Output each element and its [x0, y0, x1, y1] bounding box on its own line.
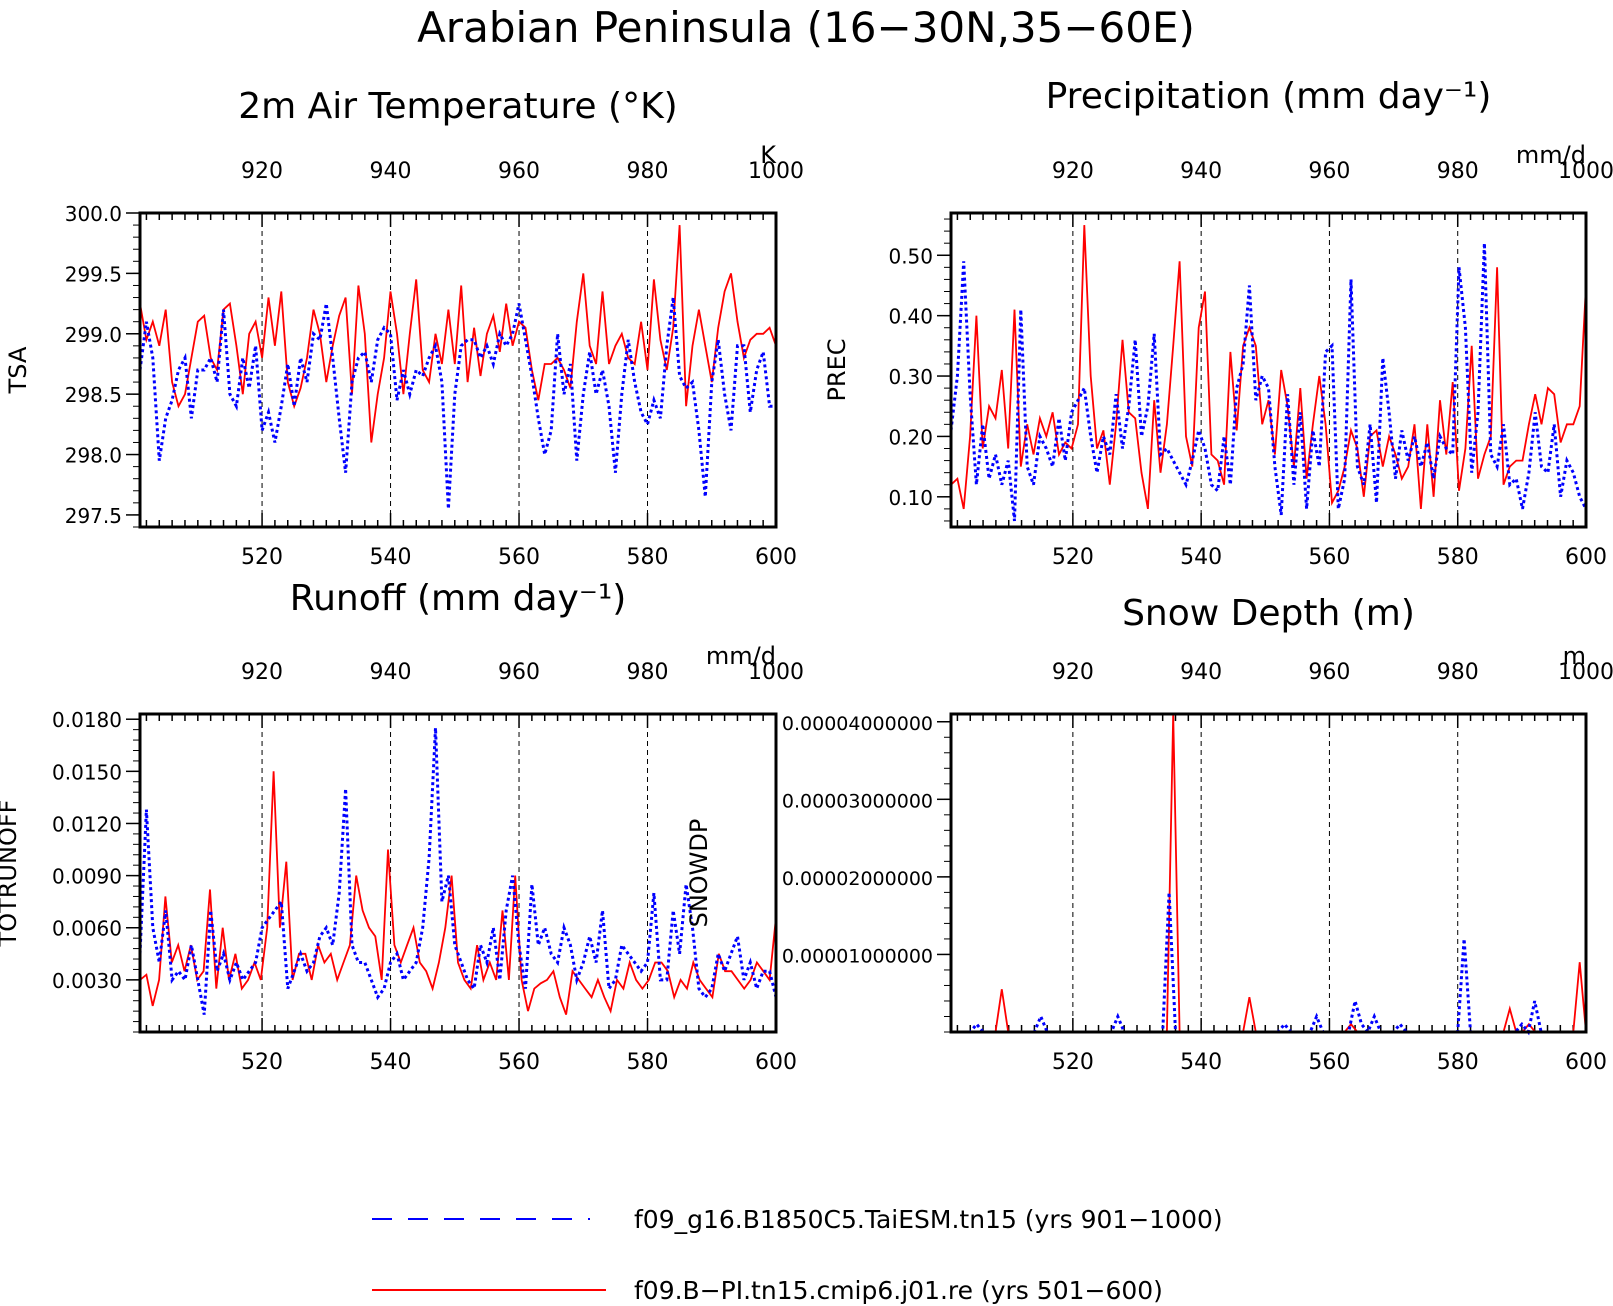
y-tick-label: 0.00001000000	[782, 945, 933, 967]
legend: f09_g16.B1850C5.TaiESM.tn15 (yrs 901−100…	[372, 1205, 1223, 1305]
chart-panels: 2m Air Temperature (°K) TSA K 520 540 560 580 6…	[0, 76, 1613, 1075]
x-tick-label-bottom: 520	[241, 545, 283, 570]
x-tick-label-top: 1000	[1558, 159, 1613, 184]
panel-title: 2m Air Temperature (°K)	[238, 86, 677, 127]
x-tick-label-bottom: 560	[1308, 1050, 1350, 1075]
x-tick-label-top: 940	[370, 660, 412, 685]
y-tick-label: 297.5	[65, 504, 122, 528]
x-tick-label-top: 980	[1437, 660, 1479, 685]
x-tick-label-bottom: 560	[498, 545, 540, 570]
series-line-red	[139, 771, 777, 1015]
x-tick-label-bottom: 540	[1180, 545, 1222, 570]
y-tick-label: 0.00004000000	[782, 713, 933, 735]
y-axis-label: SNOWDP	[685, 819, 713, 928]
series-line-red	[950, 225, 1587, 510]
x-tick-label-bottom: 580	[627, 545, 669, 570]
x-tick-label-bottom: 600	[1565, 1050, 1607, 1075]
x-tick-label-bottom: 580	[1437, 545, 1479, 570]
x-tick-label-bottom: 560	[498, 1050, 540, 1075]
y-tick-label: 0.00002000000	[782, 868, 933, 890]
y-tick-label: 0.40	[888, 305, 933, 329]
series-line-red	[139, 225, 777, 443]
y-tick-label: 0.0030	[52, 969, 122, 993]
x-tick-label-top: 920	[1052, 159, 1094, 184]
unit-label: K	[760, 141, 777, 169]
x-tick-label-top: 1000	[748, 660, 804, 685]
x-tick-label-bottom: 580	[627, 1050, 669, 1075]
y-tick-label: 0.0150	[52, 760, 122, 784]
series-line-blue	[949, 243, 1588, 522]
plot-frame	[138, 712, 778, 1034]
x-tick-label-bottom: 580	[1437, 1050, 1479, 1075]
x-tick-label-bottom: 600	[755, 545, 797, 570]
y-tick-label: 0.10	[888, 486, 933, 510]
panel-totrunoff: Runoff (mm day⁻¹) TOTRUNOFF mm/d 520 540 560 5…	[0, 578, 804, 1075]
x-tick-label-top: 920	[241, 660, 283, 685]
x-tick-label-bottom: 540	[370, 545, 412, 570]
x-tick-label-bottom: 600	[1565, 545, 1607, 570]
plot-frame	[949, 211, 1588, 529]
y-tick-label: 298.0	[65, 444, 122, 468]
x-tick-label-top: 1000	[748, 159, 804, 184]
series-line-blue	[138, 297, 776, 509]
y-tick-label: 298.5	[65, 383, 122, 407]
y-tick-label: 0.30	[888, 365, 933, 389]
x-tick-label-bottom: 600	[755, 1050, 797, 1075]
x-tick-label-top: 940	[370, 159, 412, 184]
x-tick-label-top: 940	[1180, 660, 1222, 685]
x-tick-label-top: 980	[627, 660, 669, 685]
panel-snowdp: Snow Depth (m) SNOWDP m 520 540 560 580 600 920 9…	[685, 593, 1613, 1075]
series-line-blue	[138, 727, 778, 1015]
unit-label: mm/d	[1516, 141, 1586, 169]
legend-label-red: f09.B−PI.tn15.cmip6.j01.re (yrs 501−600)	[634, 1276, 1163, 1305]
legend-label-blue: f09_g16.B1850C5.TaiESM.tn15 (yrs 901−100…	[634, 1205, 1223, 1234]
x-tick-label-top: 960	[498, 660, 540, 685]
figure-title: Arabian Peninsula (16−30N,35−60E)	[417, 3, 1195, 52]
x-tick-label-bottom: 520	[241, 1050, 283, 1075]
panel-title: Runoff (mm day⁻¹)	[290, 578, 627, 619]
y-tick-label: 0.0180	[52, 708, 122, 732]
x-tick-label-bottom: 520	[1052, 1050, 1094, 1075]
y-tick-label: 0.0120	[52, 812, 122, 836]
x-tick-label-bottom: 520	[1052, 545, 1094, 570]
x-tick-label-top: 960	[1308, 159, 1350, 184]
panel-prec: Precipitation (mm day⁻¹) PREC mm/d 520 540 56…	[823, 76, 1613, 570]
x-tick-label-top: 1000	[1558, 660, 1613, 685]
x-tick-label-top: 960	[1308, 660, 1350, 685]
y-tick-label: 0.0060	[52, 917, 122, 941]
x-tick-label-top: 980	[1437, 159, 1479, 184]
x-tick-label-top: 940	[1180, 159, 1222, 184]
y-tick-label: 0.0090	[52, 865, 122, 889]
x-tick-label-bottom: 540	[370, 1050, 412, 1075]
panel-title: Precipitation (mm day⁻¹)	[1046, 76, 1492, 117]
series-line-red	[951, 713, 1587, 1033]
x-tick-label-bottom: 560	[1308, 545, 1350, 570]
series-line-blue	[951, 892, 1586, 1036]
x-tick-label-top: 980	[627, 159, 669, 184]
x-tick-label-top: 960	[498, 159, 540, 184]
y-axis-label: TSA	[4, 346, 32, 394]
y-axis-label: TOTRUNOFF	[0, 800, 22, 948]
unit-label: m	[1563, 642, 1586, 670]
panel-tsa: 2m Air Temperature (°K) TSA K 520 540 560 580 6…	[4, 86, 804, 570]
y-tick-label: 299.5	[65, 262, 122, 286]
y-tick-label: 299.0	[65, 323, 122, 347]
plot-frame	[949, 712, 1588, 1034]
plot-frame	[138, 211, 778, 529]
y-tick-label: 0.00003000000	[782, 790, 933, 812]
y-axis-label: PREC	[823, 338, 851, 401]
y-tick-label: 300.0	[65, 202, 122, 226]
panel-title: Snow Depth (m)	[1122, 593, 1415, 634]
x-tick-label-top: 920	[1052, 660, 1094, 685]
y-tick-label: 0.50	[888, 244, 933, 268]
y-tick-label: 0.20	[888, 425, 933, 449]
x-tick-label-bottom: 540	[1180, 1050, 1222, 1075]
unit-label: mm/d	[706, 642, 776, 670]
x-tick-label-top: 920	[241, 159, 283, 184]
